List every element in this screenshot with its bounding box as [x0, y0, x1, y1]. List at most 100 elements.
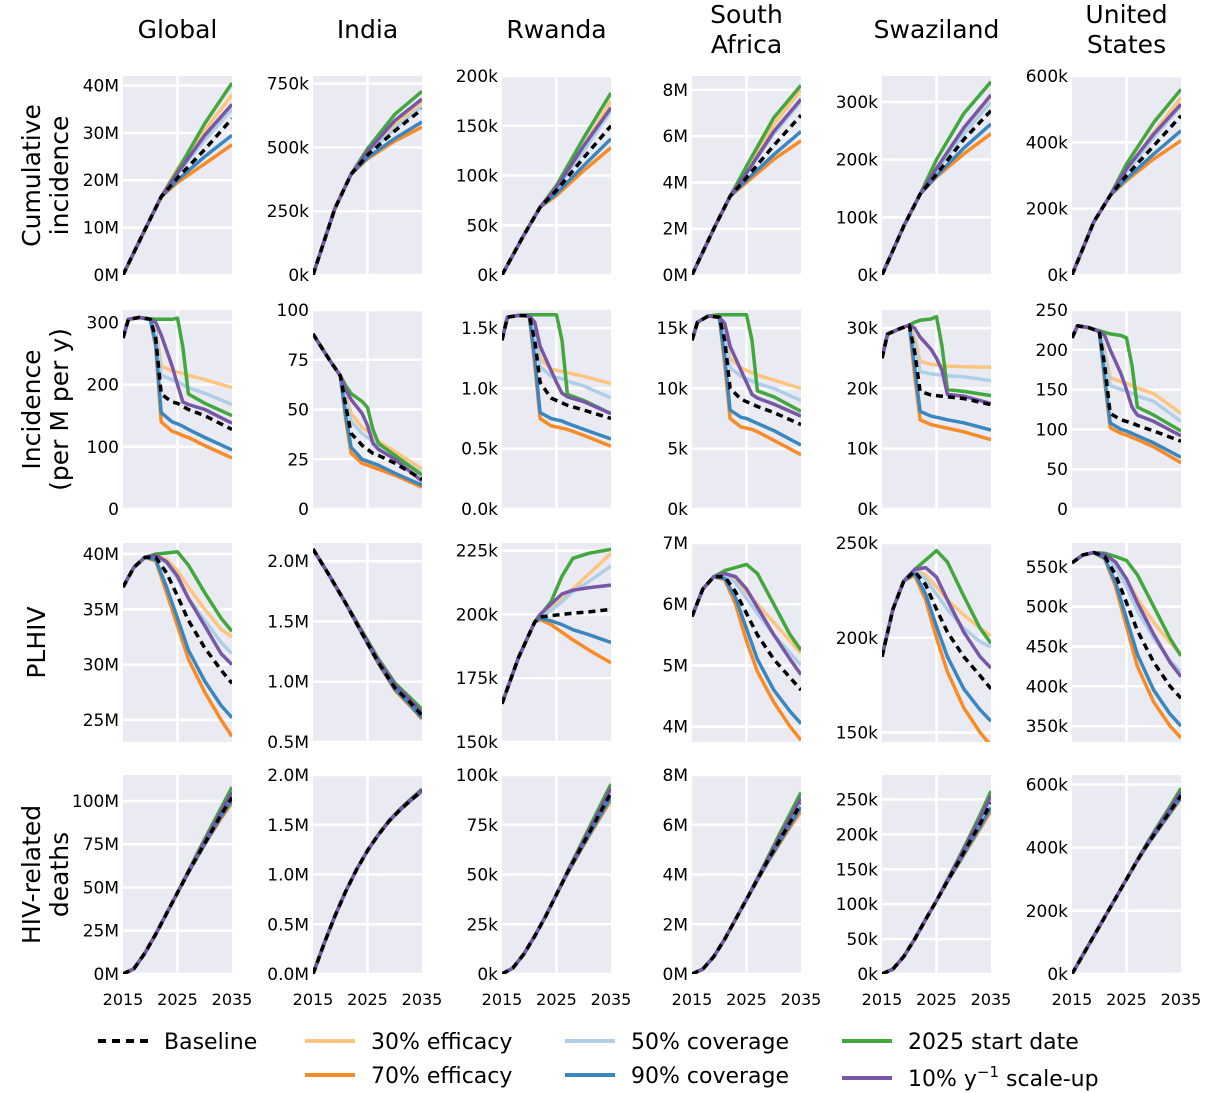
- y-tick-label: 75M: [83, 835, 119, 855]
- panel: 0M 10M 20M 30M 40M: [83, 76, 232, 286]
- svg-text:Incidence(per M per y): Incidence(per M per y): [17, 328, 74, 491]
- series-line-scaleup: [692, 797, 801, 974]
- y-tick-label: 5k: [667, 440, 688, 460]
- y-tick-label: 300k: [836, 93, 878, 113]
- panel: 350k 400k 450k 500k 550k: [1026, 543, 1181, 742]
- y-tick-label: 150k: [836, 860, 878, 880]
- y-tick-label: 0.0k: [461, 500, 498, 520]
- series-line-baseline: [692, 802, 801, 974]
- y-tick-label: 2M: [663, 220, 688, 240]
- y-tick-label: 0M: [94, 266, 119, 286]
- series-line-baseline: [313, 548, 422, 717]
- y-tick-label: 300: [87, 313, 119, 333]
- series-line-baseline: [123, 315, 232, 431]
- y-tick-label: 50k: [847, 930, 879, 950]
- series-lines: [502, 91, 611, 275]
- legend-item-cov90: 90% coverage: [565, 1064, 789, 1089]
- y-tick-label: 0M: [94, 965, 119, 985]
- y-tick-label: 250k: [836, 790, 878, 810]
- y-tick-label: 50: [1046, 460, 1068, 480]
- y-tick-label: 600k: [1026, 67, 1068, 87]
- row-label: Incidence(per M per y): [17, 328, 74, 491]
- y-tick-label: 450k: [1026, 637, 1068, 657]
- y-tick-label: 225k: [456, 542, 498, 562]
- panel: 0k 5k 10k 15k: [657, 310, 801, 520]
- y-tick-label: 50k: [467, 216, 499, 236]
- panel: 0k 250k 500k 750k: [267, 75, 422, 286]
- x-tick-label: 2015: [103, 990, 144, 1009]
- column-title: Swaziland: [874, 15, 1000, 44]
- series-lines: [123, 786, 232, 974]
- y-tick-label: 1.5M: [267, 816, 309, 836]
- gridlines: [1072, 308, 1181, 511]
- column-title: United States: [1085, 0, 1167, 59]
- series-line-baseline: [502, 607, 611, 705]
- legend-label: 10% y−1 scale-up: [908, 1063, 1099, 1092]
- series-lines: [882, 80, 991, 275]
- y-tick-label: 30M: [83, 124, 119, 144]
- legend-label: 30% efficacy: [371, 1030, 512, 1055]
- panel: 0.5M 1.0M 1.5M 2.0M: [267, 543, 422, 753]
- panel: 0.0k 0.5k 1.0k 1.5k: [461, 310, 611, 520]
- y-tick-label: 0.0M: [267, 965, 309, 985]
- y-tick-label: 150: [1036, 381, 1068, 401]
- series-line-baseline: [502, 313, 611, 421]
- y-tick-label: 8M: [663, 81, 688, 101]
- legend-label: 50% coverage: [631, 1030, 789, 1055]
- y-tick-label: 400k: [1026, 839, 1068, 859]
- x-tick-label: 2025: [536, 990, 577, 1009]
- legend: Baseline 30% efficacy 70% efficacy 50% cove…: [98, 1030, 1099, 1092]
- series-lines: [313, 332, 422, 489]
- x-tick-label: 2025: [726, 990, 767, 1009]
- panel: 150k 175k 200k 225k: [456, 542, 611, 753]
- series-lines: [1072, 88, 1181, 275]
- series-line-baseline: [1072, 794, 1181, 974]
- series-line-baseline: [692, 574, 801, 692]
- x-tick-label: 2035: [971, 990, 1012, 1009]
- y-tick-label: 1.0M: [267, 673, 309, 693]
- legend-item-eff30: 30% efficacy: [305, 1030, 512, 1055]
- y-tick-label: 100: [87, 438, 119, 458]
- series-line-baseline: [123, 796, 232, 974]
- series-line-scaleup: [882, 795, 991, 974]
- gridlines: [882, 775, 991, 976]
- y-tick-label: 200: [1036, 341, 1068, 361]
- y-tick-label: 0.5M: [267, 915, 309, 935]
- gridlines: [123, 775, 232, 976]
- gridlines: [313, 773, 422, 976]
- legend-label: 90% coverage: [631, 1064, 789, 1089]
- series-line-baseline: [692, 314, 801, 427]
- y-tick-label: 350k: [1026, 717, 1068, 737]
- y-tick-label: 0k: [288, 266, 309, 286]
- y-tick-label: 10k: [657, 379, 689, 399]
- y-tick-label: 1.0M: [267, 866, 309, 886]
- gridlines: [882, 310, 991, 511]
- y-tick-label: 20M: [83, 171, 119, 191]
- panel: 25M 30M 35M 40M: [83, 543, 232, 742]
- y-tick-label: 550k: [1026, 558, 1068, 578]
- y-tick-label: 200k: [836, 629, 878, 649]
- y-tick-label: 0k: [857, 500, 878, 520]
- y-tick-label: 10M: [83, 219, 119, 239]
- svg-text:Cumulativeincidence: Cumulativeincidence: [17, 104, 74, 247]
- y-tick-label: 100M: [72, 792, 119, 812]
- y-tick-label: 400k: [1026, 677, 1068, 697]
- series-lines: [1072, 787, 1181, 974]
- series-lines: [502, 547, 611, 705]
- legend-item-scaleup: 10% y−1 scale-up: [842, 1063, 1099, 1092]
- series-lines: [1072, 324, 1181, 465]
- panel: 0 50 100 150 200 250: [1036, 301, 1181, 520]
- y-tick-label: 25M: [83, 922, 119, 942]
- y-tick-label: 40M: [83, 545, 119, 565]
- y-tick-label: 75k: [467, 816, 499, 836]
- legend-item-baseline: Baseline: [98, 1030, 257, 1055]
- series-lines: [692, 791, 801, 974]
- y-tick-label: 25: [287, 450, 309, 470]
- series-lines: [692, 313, 801, 457]
- series-line-baseline: [882, 569, 991, 691]
- gridlines: [692, 310, 801, 511]
- panel: 4M 5M 6M 7M: [663, 534, 801, 742]
- x-tick-label: 2015: [293, 990, 334, 1009]
- x-tick-label: 2035: [781, 990, 822, 1009]
- y-tick-label: 1.5k: [461, 319, 498, 339]
